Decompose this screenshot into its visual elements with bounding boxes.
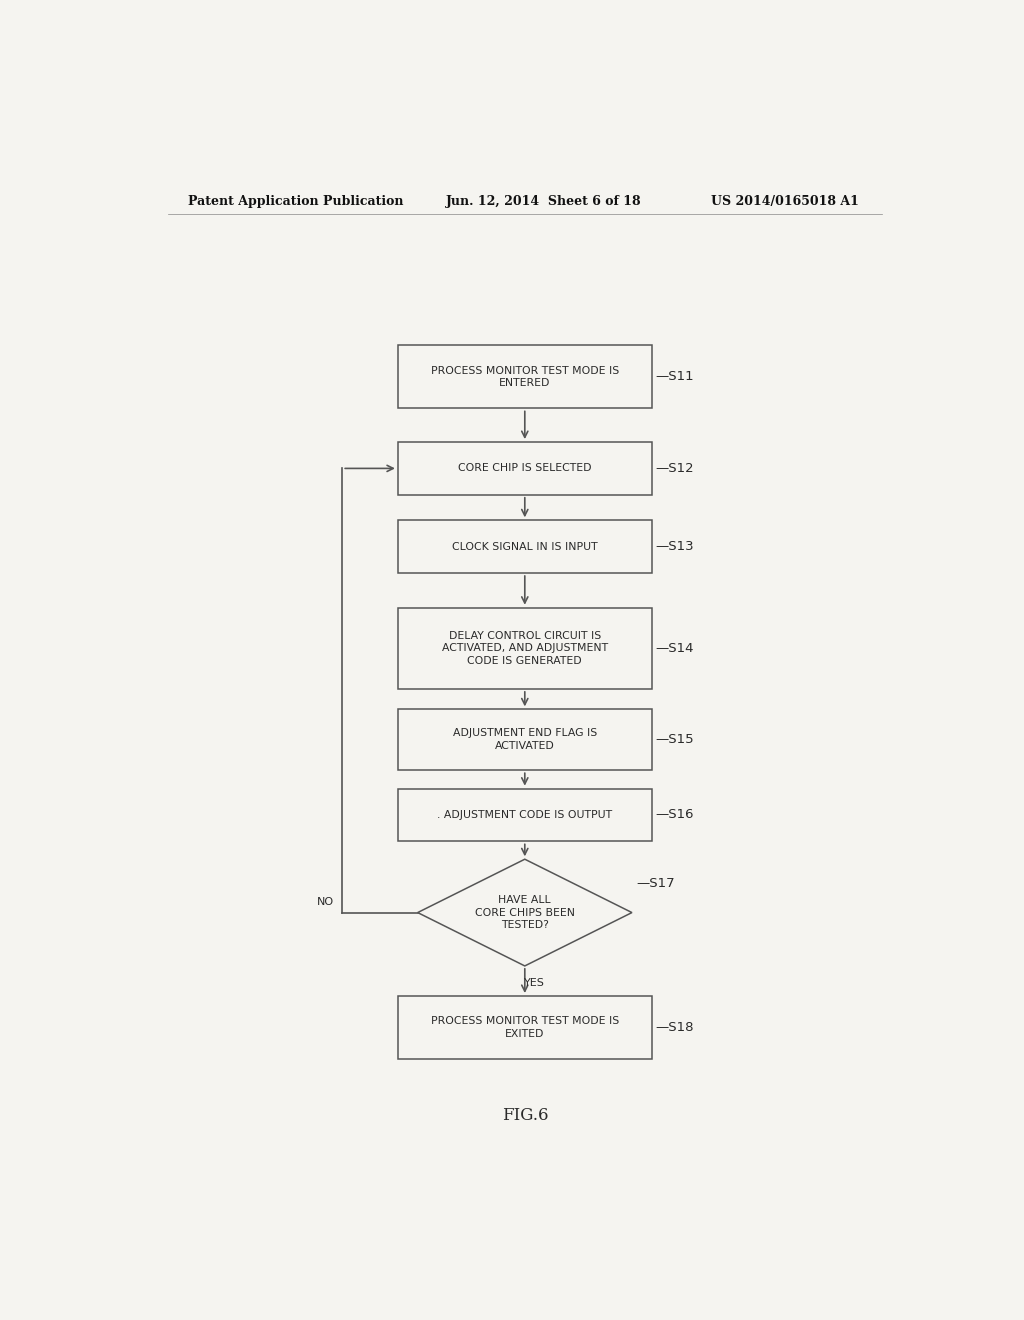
Text: —S13: —S13 [655,540,694,553]
Text: Jun. 12, 2014  Sheet 6 of 18: Jun. 12, 2014 Sheet 6 of 18 [445,194,641,207]
Text: —S17: —S17 [636,876,675,890]
Text: —S14: —S14 [655,642,694,655]
Text: PROCESS MONITOR TEST MODE IS
EXITED: PROCESS MONITOR TEST MODE IS EXITED [431,1016,618,1039]
Text: ADJUSTMENT END FLAG IS
ACTIVATED: ADJUSTMENT END FLAG IS ACTIVATED [453,729,597,751]
Text: . ADJUSTMENT CODE IS OUTPUT: . ADJUSTMENT CODE IS OUTPUT [437,810,612,820]
Text: CLOCK SIGNAL IN IS INPUT: CLOCK SIGNAL IN IS INPUT [452,541,598,552]
Text: DELAY CONTROL CIRCUIT IS
ACTIVATED, AND ADJUSTMENT
CODE IS GENERATED: DELAY CONTROL CIRCUIT IS ACTIVATED, AND … [441,631,608,667]
Text: CORE CHIP IS SELECTED: CORE CHIP IS SELECTED [458,463,592,474]
Text: YES: YES [524,978,545,989]
Text: —S12: —S12 [655,462,694,475]
Text: —S11: —S11 [655,371,694,383]
Text: —S16: —S16 [655,808,694,821]
FancyBboxPatch shape [397,607,651,689]
FancyBboxPatch shape [397,442,651,495]
Text: US 2014/0165018 A1: US 2014/0165018 A1 [712,194,859,207]
Polygon shape [418,859,632,966]
Text: —S15: —S15 [655,734,694,746]
Text: —S18: —S18 [655,1020,694,1034]
FancyBboxPatch shape [397,995,651,1059]
FancyBboxPatch shape [397,520,651,573]
Text: FIG.6: FIG.6 [502,1107,548,1125]
Text: HAVE ALL
CORE CHIPS BEEN
TESTED?: HAVE ALL CORE CHIPS BEEN TESTED? [475,895,574,931]
Text: Patent Application Publication: Patent Application Publication [187,194,403,207]
FancyBboxPatch shape [397,346,651,408]
Text: NO: NO [317,898,334,907]
FancyBboxPatch shape [397,788,651,841]
Text: PROCESS MONITOR TEST MODE IS
ENTERED: PROCESS MONITOR TEST MODE IS ENTERED [431,366,618,388]
FancyBboxPatch shape [397,709,651,771]
